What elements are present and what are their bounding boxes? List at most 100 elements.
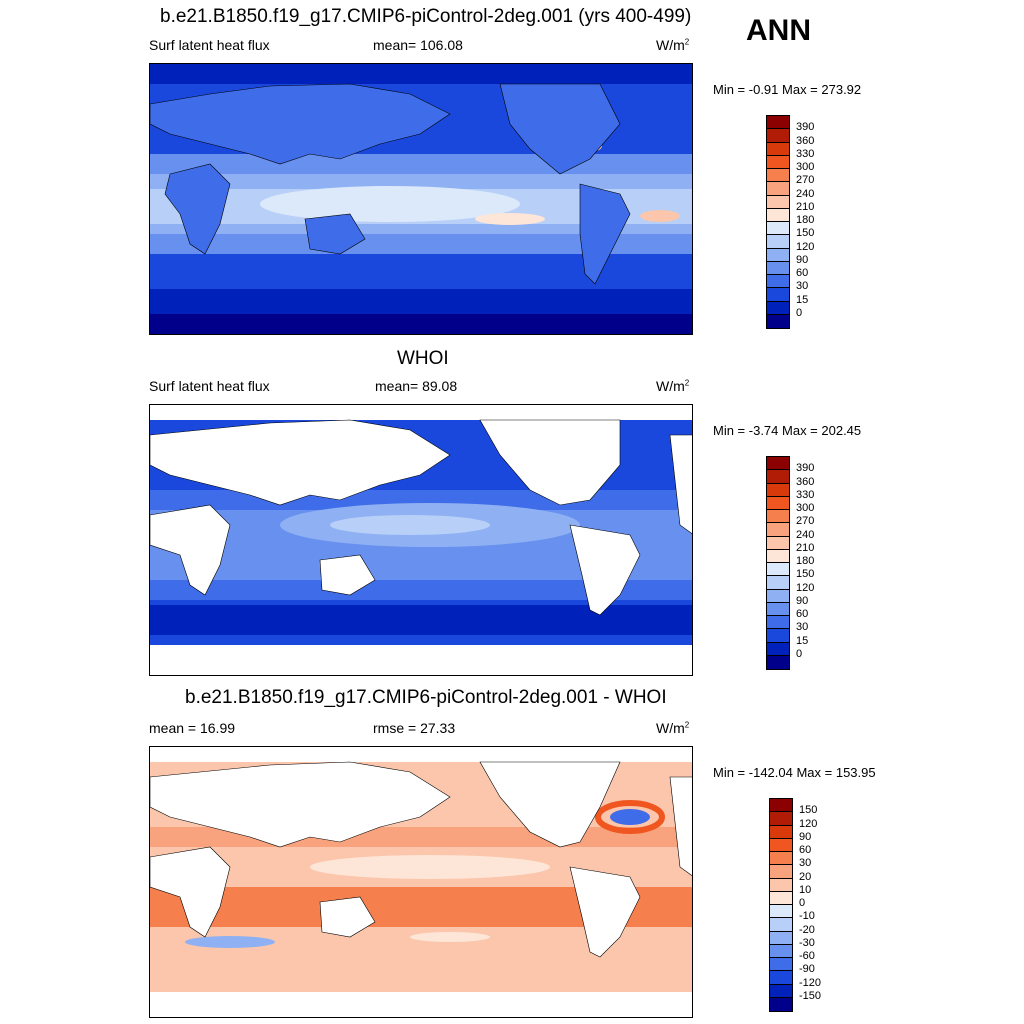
colorbar-swatch <box>767 576 789 590</box>
colorbar-tick-label: 210 <box>796 541 815 554</box>
colorbar-swatch <box>767 549 789 563</box>
colorbar-tick-label: 270 <box>796 515 815 528</box>
panel2-variable: Surf latent heat flux <box>149 378 270 394</box>
panel3-map-svg <box>150 747 692 1017</box>
colorbar-tick-label: 60 <box>796 608 809 620</box>
colorbar-tick-label: 30 <box>796 280 809 293</box>
panel2-title: WHOI <box>397 348 449 369</box>
colorbar-swatch <box>767 235 789 249</box>
colorbar-tick-label: 180 <box>796 555 815 567</box>
colorbar-tick-label: 240 <box>796 528 815 541</box>
panel3-map <box>149 746 693 1018</box>
panel2-minmax: Min = -3.74 Max = 202.45 <box>713 423 862 438</box>
panel2-map-svg <box>150 405 692 675</box>
colorbar-tick-label: 120 <box>796 240 815 253</box>
colorbar-swatch <box>767 470 789 484</box>
panel3-mean: mean = 16.99 <box>149 720 236 736</box>
colorbar-tick-label: 15 <box>796 634 809 647</box>
season-label: ANN <box>746 14 811 47</box>
panel2-mean: mean= 89.08 <box>375 378 458 394</box>
colorbar-swatch <box>767 616 789 630</box>
colorbar-tick-label: 150 <box>796 227 815 240</box>
colorbar-tick-label: 90 <box>796 253 809 266</box>
colorbar-swatch <box>770 852 792 866</box>
colorbar-tick-label: 90 <box>799 830 812 843</box>
panel2-map <box>149 404 693 676</box>
colorbar-tick-label: 60 <box>799 844 812 856</box>
colorbar-tick-label: -20 <box>799 923 815 936</box>
colorbar-swatch <box>770 838 792 852</box>
colorbar-swatch <box>767 510 789 524</box>
colorbar-tick-label: 300 <box>796 502 815 514</box>
colorbar-tick-label: 330 <box>796 147 815 160</box>
colorbar-swatch <box>767 182 789 196</box>
panel2-units: W/m2 <box>656 378 690 394</box>
colorbar-swatch <box>767 314 789 328</box>
colorbar-tick-label: 120 <box>799 817 818 830</box>
colorbar-swatch <box>767 169 789 183</box>
colorbar-swatch <box>767 655 789 669</box>
colorbar-swatch <box>770 971 792 985</box>
colorbar-swatch <box>767 457 789 471</box>
colorbar-tick-label: 15 <box>796 293 809 306</box>
colorbar-swatch <box>770 825 792 839</box>
panel1-units: W/m2 <box>656 37 690 53</box>
colorbar-swatch <box>767 483 789 497</box>
panel3-minmax: Min = -142.04 Max = 153.95 <box>713 765 876 780</box>
colorbar-tick-label: 180 <box>796 214 815 226</box>
panel1-map <box>149 63 693 335</box>
panel2-colorbar <box>766 456 790 670</box>
colorbar-swatch <box>770 878 792 892</box>
colorbar-swatch <box>767 116 789 130</box>
colorbar-tick-label: 120 <box>796 581 815 594</box>
colorbar-tick-label: 10 <box>799 883 812 896</box>
colorbar-swatch <box>770 865 792 879</box>
colorbar-swatch <box>770 891 792 905</box>
colorbar-tick-label: 20 <box>799 870 812 883</box>
colorbar-tick-label: 270 <box>796 174 815 187</box>
colorbar-tick-label: 240 <box>796 187 815 200</box>
colorbar-swatch <box>767 589 789 603</box>
colorbar-tick-label: 30 <box>796 621 809 634</box>
colorbar-swatch <box>767 129 789 143</box>
panel3-units: W/m2 <box>656 720 690 736</box>
colorbar-swatch <box>767 563 789 577</box>
colorbar-swatch <box>767 222 789 236</box>
colorbar-swatch <box>770 997 792 1011</box>
colorbar-swatch <box>767 496 789 510</box>
colorbar-tick-label: 0 <box>796 306 803 319</box>
colorbar-tick-label: -60 <box>799 950 815 962</box>
colorbar-tick-label: -120 <box>799 976 822 989</box>
colorbar-swatch <box>767 275 789 289</box>
colorbar-swatch <box>767 301 789 315</box>
colorbar-tick-label: -150 <box>799 989 822 1002</box>
colorbar-swatch <box>767 261 789 275</box>
colorbar-tick-label: 60 <box>796 267 809 279</box>
colorbar-swatch <box>770 905 792 919</box>
panel3-title: b.e21.B1850.f19_g17.CMIP6-piControl-2deg… <box>185 687 667 708</box>
colorbar-swatch <box>767 288 789 302</box>
panel1-minmax: Min = -0.91 Max = 273.92 <box>713 82 862 97</box>
panel3-rmse: rmse = 27.33 <box>373 720 456 736</box>
colorbar-swatch <box>767 629 789 643</box>
panel1-variable: Surf latent heat flux <box>149 37 270 53</box>
colorbar-swatch <box>770 918 792 932</box>
colorbar-tick-label: 0 <box>799 897 806 909</box>
colorbar-swatch <box>767 536 789 550</box>
colorbar-swatch <box>767 642 789 656</box>
colorbar-tick-label: 150 <box>796 568 815 581</box>
colorbar-tick-label: -30 <box>799 936 815 949</box>
panel1-mean: mean= 106.08 <box>373 37 463 53</box>
panel1-map-svg <box>150 64 692 334</box>
colorbar-swatch <box>770 799 792 813</box>
colorbar-tick-label: 150 <box>799 804 818 817</box>
colorbar-tick-label: -90 <box>799 963 815 976</box>
colorbar-swatch <box>767 208 789 222</box>
panel3-colorbar <box>769 798 793 1012</box>
colorbar-swatch <box>770 958 792 972</box>
colorbar-swatch <box>767 155 789 169</box>
colorbar-swatch <box>767 142 789 156</box>
colorbar-tick-label: 390 <box>796 462 815 475</box>
colorbar-swatch <box>767 195 789 209</box>
colorbar-tick-label: 330 <box>796 488 815 501</box>
